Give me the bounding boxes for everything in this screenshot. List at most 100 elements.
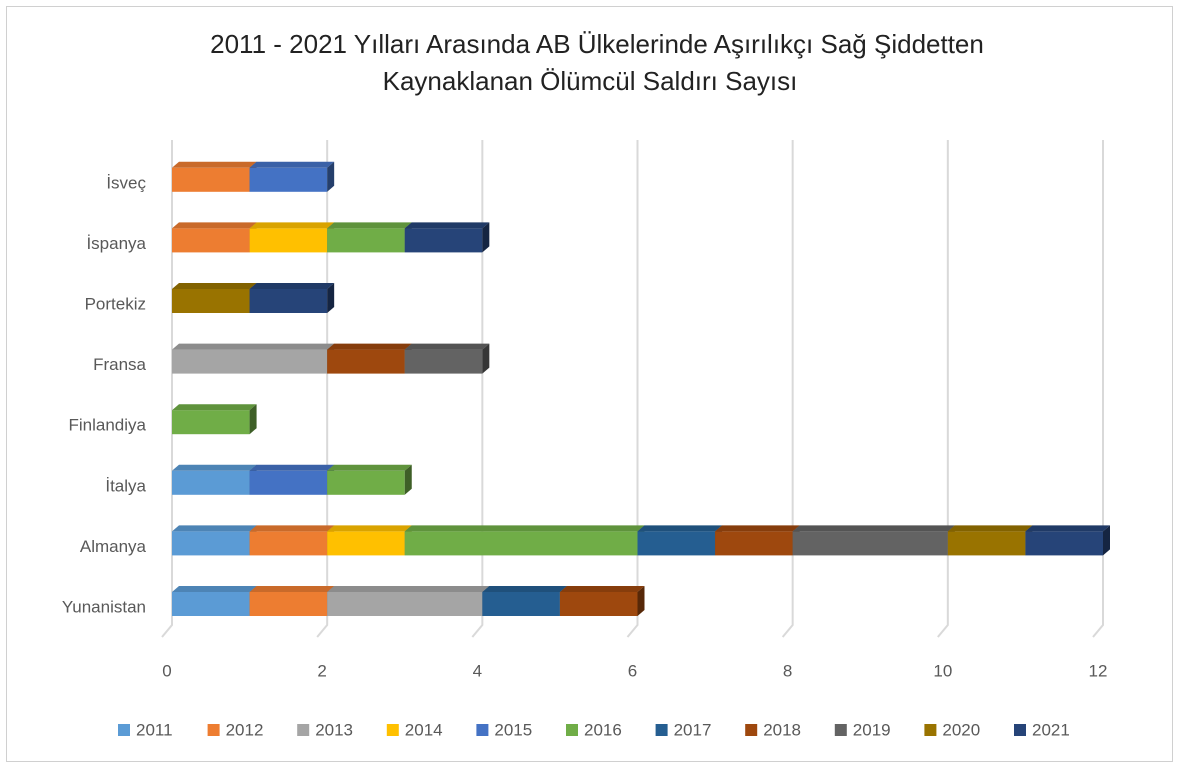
bar-front [637,531,716,556]
bar [404,343,490,374]
bar-top [404,343,490,350]
legend-swatch [834,724,847,736]
bar-top [249,525,335,532]
bar-front [327,470,405,495]
y-tick-label: Portekiz [85,294,146,313]
x-tick-label: 4 [473,661,482,680]
bar [172,343,335,374]
bar-side [637,586,645,616]
bar-top [327,586,490,592]
bar-side [482,343,490,374]
bar [482,586,567,616]
bar-top [327,222,412,229]
bar-front [404,228,483,253]
bar-top [947,525,1033,532]
grid-line [1092,140,1104,638]
grid-line [626,140,639,638]
bar-front [249,592,328,616]
legend-swatch [745,724,758,736]
legend-label: 2017 [674,720,712,739]
legend-label: 2020 [942,720,980,739]
bar-top [172,161,257,168]
bar-top [404,525,645,532]
bar-side [1103,525,1110,556]
x-tick-label: 10 [933,661,952,680]
legend-swatch [476,724,489,736]
bar-top [249,283,335,289]
bar-front [172,289,250,313]
bar-top [172,525,257,532]
bar-front [715,531,793,556]
bar-top [637,525,723,532]
bar [249,464,335,495]
x-tick-label: 8 [783,661,792,680]
bar-side [327,283,335,313]
bar [327,343,412,374]
bar [559,586,645,616]
y-tick-label: Yunanistan [62,597,146,616]
grid-line [781,140,794,638]
bar-front [327,228,405,253]
bar-top [404,222,490,229]
bar [947,525,1033,556]
bar-front [249,289,328,313]
legend-swatch [566,724,578,736]
bar-top [249,161,335,168]
bar [792,525,955,556]
bar [715,525,800,556]
bar-top [327,464,412,471]
legend-swatch [118,724,130,736]
bar-front [249,470,328,495]
legend-label: 2015 [494,720,532,739]
bar-front [792,531,948,556]
bar-front [172,167,250,192]
bar-front [172,349,328,374]
bar-front [327,349,405,374]
bar-side [249,404,257,435]
bar-front [559,592,638,616]
y-tick-label: Finlandiya [69,416,147,435]
bar [249,283,335,313]
legend-label: 2014 [405,720,443,739]
chart-border [6,6,1173,762]
bar-top [249,222,335,229]
bar-front [404,531,638,556]
bar-front [327,592,483,616]
y-tick-label: İtalya [105,476,146,495]
bar-top [792,525,955,532]
bar [327,464,412,495]
bar [172,525,257,556]
bar-top [172,404,257,411]
bar [327,525,412,556]
bar [404,222,490,253]
bar-front [404,349,483,374]
chart-title: 2011 - 2021 Yılları Arasında AB Ülkeleri… [210,29,984,59]
bar-front [482,592,560,616]
bar [249,222,335,253]
bar-top [172,283,257,289]
bar-top [172,222,257,229]
y-tick-label: İspanya [86,234,146,253]
bar [172,464,257,495]
bar [172,586,257,616]
bar-front [172,228,250,253]
bar-top [1025,525,1110,532]
legend-swatch [1014,724,1026,736]
bar [172,222,257,253]
grid-line [937,140,949,638]
legend-label: 2016 [584,720,622,739]
bar [249,525,335,556]
x-tick-label: 6 [628,661,637,680]
bar [172,161,257,192]
bar [1025,525,1110,556]
legend-swatch [924,724,937,736]
legend-swatch [655,724,668,736]
bar-top [559,586,645,592]
bar-front [172,592,250,616]
chart-title: Kaynaklanan Ölümcül Saldırı Sayısı [383,66,798,96]
legend-label: 2011 [136,720,173,739]
bar-front [947,531,1026,556]
bar-top [327,525,412,532]
bar [249,586,335,616]
